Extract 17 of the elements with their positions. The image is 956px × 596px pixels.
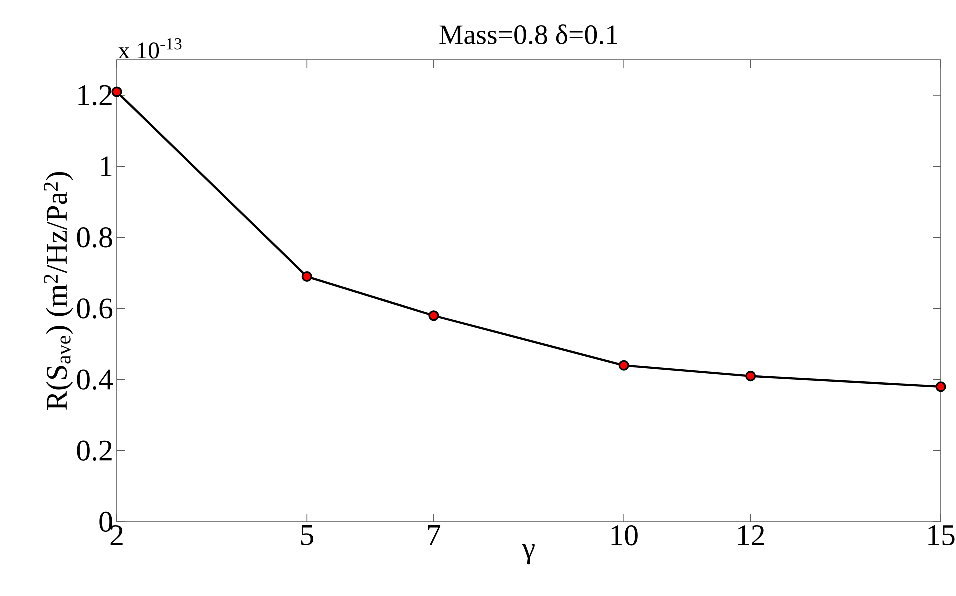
y-tick-label: 1 (101, 156, 112, 176)
x-axis-title: γ (522, 544, 535, 565)
y-tick-label: 0 (100, 512, 112, 532)
x-tick-label: 12 (738, 526, 764, 546)
y-tick-label: 1.2 (78, 85, 112, 106)
x-tick-label: 2 (110, 526, 123, 546)
x-tick-label: 15 (928, 526, 955, 546)
x-tick-label: 5 (301, 526, 314, 546)
x-tick-label: 10 (612, 526, 638, 546)
chart-title: Mass=0.8 δ=0.1 (440, 24, 618, 44)
y-tick-label: 0.4 (77, 370, 114, 390)
text: x 10$^{-13}$ (118, 38, 182, 59)
y-tick-label: 0.8 (77, 228, 112, 248)
y-axis-title: R(S$_{ave}$) (m$^{2}$/Hz/Pa$^{2}$) (44, 172, 74, 410)
y-tick-label: 0.6 (77, 298, 113, 319)
x-tick-label: 7 (428, 526, 441, 546)
y-tick-label: 0.2 (77, 440, 112, 462)
